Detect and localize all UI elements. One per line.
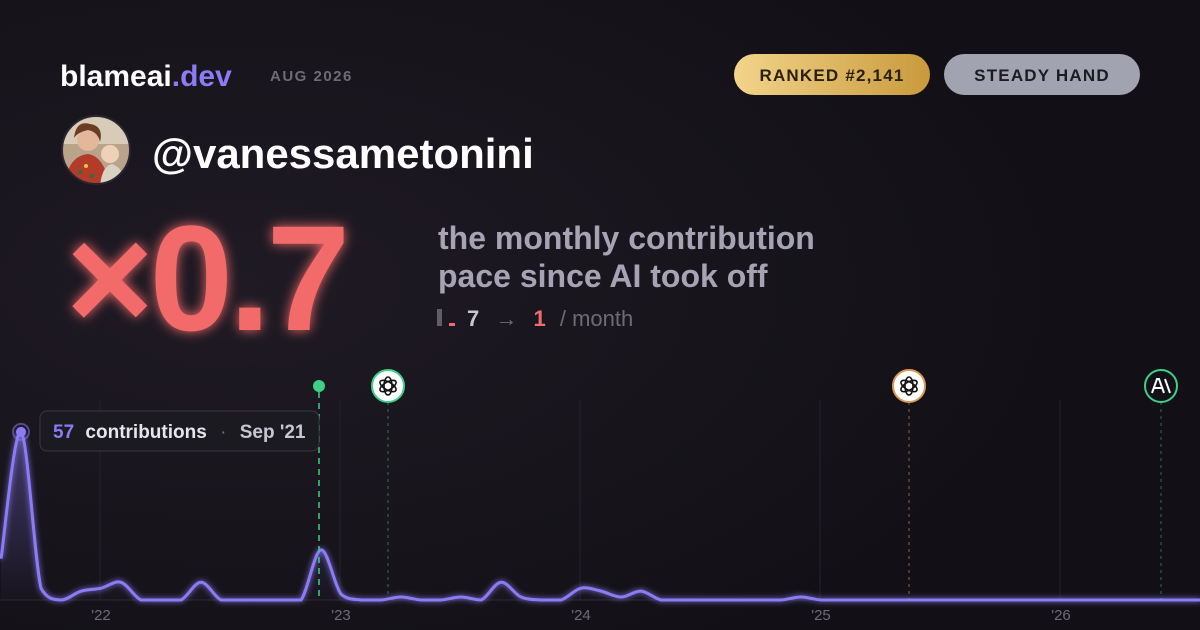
x-tick-label: '24	[571, 607, 591, 624]
x-tick-label: '22	[91, 607, 111, 624]
description-line: pace since AI took off	[438, 258, 768, 294]
release-icon	[371, 369, 405, 403]
tooltip-separator: ·	[220, 422, 226, 443]
username: @vanessametonini	[152, 130, 534, 177]
tooltip-value: 57	[53, 422, 74, 443]
pace: 7 → 1 / month	[467, 306, 633, 331]
brand: blameai.dev	[60, 60, 232, 93]
tooltip-label: contributions	[85, 422, 206, 443]
x-tick-label: '23	[331, 607, 351, 624]
description-line: the monthly contribution	[438, 220, 815, 256]
highlight-ring	[12, 422, 30, 441]
period: AUG 2026	[270, 68, 353, 85]
brand-name: blameai	[60, 60, 172, 93]
pace-icon	[437, 309, 455, 326]
multiplier: ×0.7	[66, 194, 346, 362]
openai-logo	[379, 376, 397, 396]
pace-unit: / month	[560, 306, 633, 331]
x-tick-label: '25	[811, 607, 831, 624]
pace-after: 1	[534, 306, 546, 331]
release-icon	[892, 369, 926, 403]
highlight-point	[16, 426, 26, 437]
chart: '22 '23 '24 '25 '26	[0, 400, 1200, 624]
tooltip-date: Sep '21	[240, 422, 306, 443]
tooltip: 57 contributions · Sep '21	[39, 410, 320, 452]
tooltip-box	[39, 410, 320, 452]
anthropic-logo	[1151, 378, 1171, 394]
tooltip-text: 57 contributions · Sep '21	[53, 422, 306, 443]
line	[0, 430, 1200, 602]
brand-tld: .dev	[172, 60, 232, 93]
style-badge	[944, 54, 1140, 95]
launch-dot	[313, 380, 325, 392]
style-badge-text: STEADY HAND	[974, 66, 1110, 85]
x-tick-label: '26	[1051, 607, 1071, 624]
openai-logo	[900, 376, 918, 396]
pace-before: 7	[467, 306, 479, 331]
rank-badge-text: RANKED #2,141	[759, 66, 904, 85]
pace-arrow: →	[495, 306, 517, 331]
avatar-ring	[61, 115, 131, 185]
rank-badge	[734, 54, 930, 95]
release-markers	[313, 369, 1178, 600]
